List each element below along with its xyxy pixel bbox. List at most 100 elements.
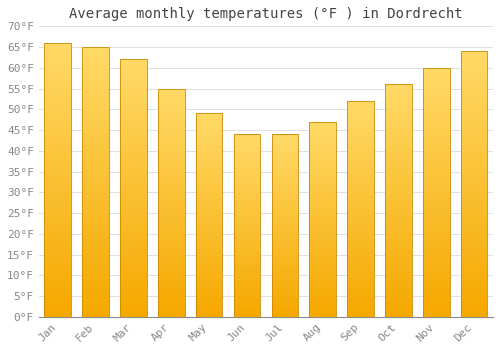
Bar [310, 161, 336, 164]
Bar [348, 213, 374, 218]
Bar [158, 289, 184, 294]
Bar [423, 88, 450, 93]
Bar [310, 231, 336, 235]
Bar [385, 126, 411, 131]
Bar [461, 205, 487, 211]
Bar [82, 69, 109, 74]
Bar [272, 207, 298, 211]
Bar [423, 297, 450, 302]
Bar [120, 255, 146, 260]
Bar [310, 227, 336, 231]
Bar [234, 134, 260, 138]
Bar [272, 225, 298, 229]
Bar [44, 185, 71, 191]
Bar [272, 284, 298, 288]
Bar [272, 141, 298, 145]
Bar [423, 257, 450, 262]
Bar [234, 134, 260, 317]
Bar [234, 302, 260, 306]
Bar [120, 168, 146, 173]
Bar [82, 214, 109, 220]
Bar [423, 227, 450, 232]
Bar [196, 256, 222, 260]
Bar [44, 273, 71, 279]
Bar [385, 117, 411, 121]
Bar [310, 219, 336, 223]
Bar [82, 187, 109, 193]
Bar [234, 222, 260, 225]
Bar [310, 262, 336, 266]
Bar [44, 98, 71, 103]
Bar [310, 301, 336, 305]
Bar [120, 126, 146, 132]
Bar [461, 269, 487, 274]
Bar [385, 182, 411, 187]
Bar [44, 87, 71, 92]
Bar [44, 251, 71, 257]
Bar [272, 134, 298, 138]
Bar [196, 113, 222, 317]
Bar [196, 313, 222, 317]
Bar [120, 250, 146, 255]
Bar [120, 152, 146, 157]
Bar [82, 74, 109, 79]
Bar [196, 292, 222, 296]
Bar [385, 261, 411, 266]
Bar [423, 182, 450, 187]
Bar [120, 157, 146, 162]
Bar [82, 63, 109, 69]
Bar [385, 275, 411, 280]
Bar [234, 251, 260, 255]
Bar [234, 309, 260, 313]
Bar [461, 136, 487, 141]
Bar [158, 130, 184, 134]
Bar [385, 121, 411, 126]
Bar [196, 244, 222, 248]
Bar [461, 158, 487, 163]
Bar [385, 270, 411, 275]
Bar [234, 211, 260, 215]
Bar [82, 58, 109, 63]
Bar [348, 101, 374, 105]
Bar [385, 238, 411, 243]
Bar [272, 302, 298, 306]
Bar [234, 218, 260, 222]
Bar [310, 223, 336, 227]
Bar [82, 149, 109, 155]
Bar [272, 189, 298, 192]
Bar [461, 168, 487, 173]
Bar [385, 201, 411, 205]
Bar [82, 171, 109, 176]
Bar [461, 189, 487, 195]
Bar [234, 237, 260, 240]
Bar [120, 271, 146, 276]
Bar [120, 276, 146, 281]
Bar [44, 306, 71, 312]
Bar [461, 274, 487, 280]
Bar [348, 148, 374, 153]
Bar [461, 163, 487, 168]
Bar [423, 142, 450, 147]
Bar [348, 114, 374, 118]
Bar [120, 286, 146, 291]
Bar [120, 60, 146, 317]
Bar [272, 178, 298, 182]
Bar [423, 247, 450, 252]
Bar [158, 93, 184, 98]
Bar [423, 147, 450, 153]
Bar [158, 225, 184, 230]
Bar [158, 267, 184, 271]
Bar [120, 312, 146, 317]
Bar [196, 134, 222, 138]
Bar [461, 83, 487, 88]
Bar [272, 295, 298, 299]
Bar [234, 145, 260, 149]
Bar [82, 274, 109, 279]
Bar [82, 258, 109, 263]
Bar [120, 307, 146, 312]
Bar [196, 231, 222, 236]
Bar [423, 177, 450, 182]
Bar [82, 306, 109, 312]
Bar [348, 166, 374, 170]
Bar [461, 147, 487, 152]
